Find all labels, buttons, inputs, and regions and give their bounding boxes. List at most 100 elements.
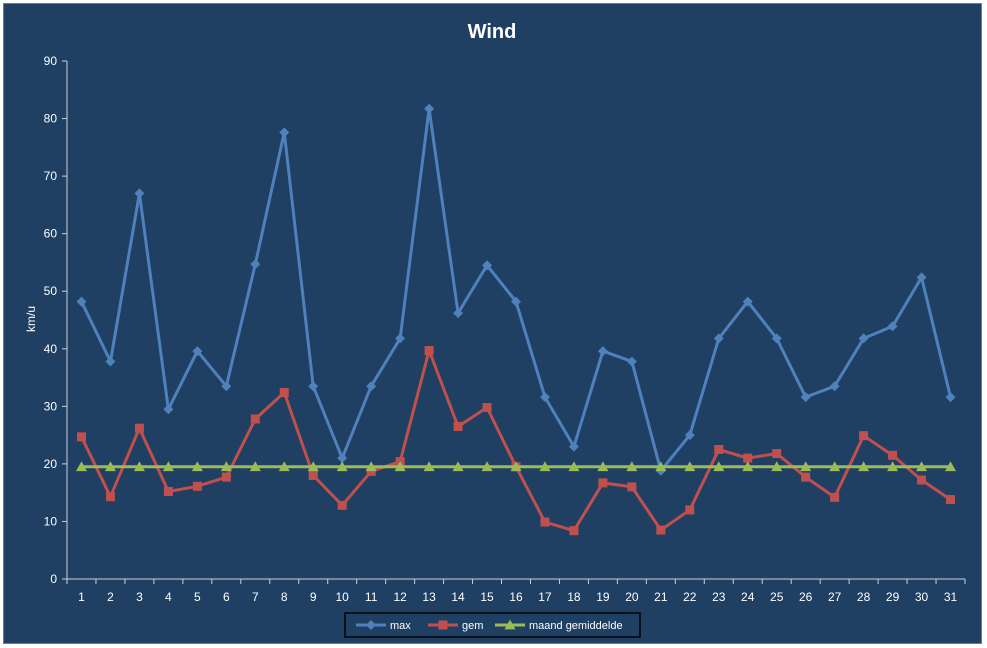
data-point-maand-gemiddelde [336,461,348,472]
x-tick-label: 11 [365,590,378,604]
x-tick-label: 23 [712,590,726,604]
data-point-maand-gemiddelde [858,461,870,472]
legend-item-maand-gemiddelde: maand gemiddelde [495,619,623,632]
data-point-gem [76,432,86,442]
x-tick-label: 5 [194,590,201,604]
chart-frame [3,3,982,644]
data-point-gem [772,449,782,459]
data-point-gem [743,453,753,463]
data-point-gem [279,388,289,398]
data-point-gem [888,450,898,460]
x-tick-label: 19 [596,590,610,604]
data-point-max [829,381,840,392]
legend-label: max [390,620,411,632]
data-point-max [279,127,290,138]
data-point-max [539,392,550,403]
data-point-max [366,381,377,392]
data-point-max [626,356,637,367]
data-point-maand-gemiddelde [568,461,580,472]
y-axis-label: km/u [24,306,38,332]
data-point-gem [859,431,869,441]
data-point-maand-gemiddelde [249,461,261,472]
data-point-maand-gemiddelde [655,461,667,472]
data-point-maand-gemiddelde [75,461,87,472]
data-point-max [742,296,753,307]
data-point-gem [337,500,347,510]
data-point-maand-gemiddelde [307,461,319,472]
data-point-gem [424,346,434,356]
data-point-gem [192,481,202,491]
data-point-maand-gemiddelde [510,461,522,472]
data-point-maand-gemiddelde [945,461,957,472]
legend-item-max: max [356,620,411,632]
x-tick-label: 15 [480,590,494,604]
legend: max gem maand gemiddelde [344,612,641,638]
legend-box [344,612,641,638]
data-point-max [597,346,608,357]
data-point-gem [685,505,695,515]
x-tick-label: 7 [252,590,259,604]
x-tick-label: 18 [567,590,581,604]
data-point-maand-gemiddelde [162,461,174,472]
chart-title: Wind [468,21,517,43]
legend-item-gem: gem [428,620,483,632]
data-point-gem [453,421,463,431]
data-point-gem [917,475,927,485]
x-tick-label: 4 [165,590,172,604]
data-point-gem [714,445,724,454]
data-point-gem [105,492,115,502]
data-point-maand-gemiddelde [539,461,551,472]
data-point-max [395,333,406,344]
data-point-maand-gemiddelde [452,461,464,472]
data-point-gem [569,526,579,536]
data-point-max [105,356,116,367]
data-point-maand-gemiddelde [800,461,812,472]
legend-label: gem [462,620,483,632]
data-point-max [453,308,464,319]
legend-swatch-marker [366,620,376,630]
x-tick-label: 14 [451,590,465,604]
data-point-maand-gemiddelde [713,461,725,472]
data-point-max [192,346,203,357]
y-axis-ticks: 0 10 20 30 40 50 60 70 80 90 [44,54,67,586]
x-tick-label: 9 [310,590,317,604]
y-tick-label: 90 [44,54,58,68]
x-tick-label: 17 [538,590,552,604]
data-point-gem [656,525,666,535]
data-point-max [916,272,927,283]
x-tick-label: 25 [770,590,784,604]
x-tick-label: 24 [741,590,755,604]
data-point-gem [250,414,260,424]
data-point-max [771,333,782,344]
data-point-max [250,259,261,270]
data-point-gem [221,472,231,482]
legend-swatch-marker [504,619,516,630]
x-tick-label: 2 [107,590,114,604]
data-point-max [858,333,869,344]
data-point-max [887,321,898,332]
x-tick-label: 3 [136,590,143,604]
y-tick-label: 20 [44,457,58,471]
data-point-max [568,441,579,452]
data-point-gem [627,482,637,492]
x-tick-label: 1 [78,590,85,604]
data-point-max [337,453,348,464]
data-point-gem [946,495,956,505]
data-point-maand-gemiddelde [916,461,928,472]
data-point-gem [830,492,840,502]
data-point-max [76,296,87,307]
series-maand-gemiddelde [75,461,957,472]
x-tick-label: 16 [509,590,523,604]
x-tick-label: 30 [915,590,929,604]
data-point-gem [598,478,608,488]
x-tick-label: 10 [336,590,350,604]
chart-background [4,4,981,643]
x-tick-label: 31 [944,590,958,604]
y-tick-label: 50 [44,284,58,298]
data-point-maand-gemiddelde [104,461,116,472]
data-point-maand-gemiddelde [597,461,609,472]
x-tick-label: 8 [281,590,288,604]
y-tick-label: 0 [50,572,57,586]
x-tick-label: 22 [683,590,697,604]
x-tick-label: 21 [654,590,668,604]
